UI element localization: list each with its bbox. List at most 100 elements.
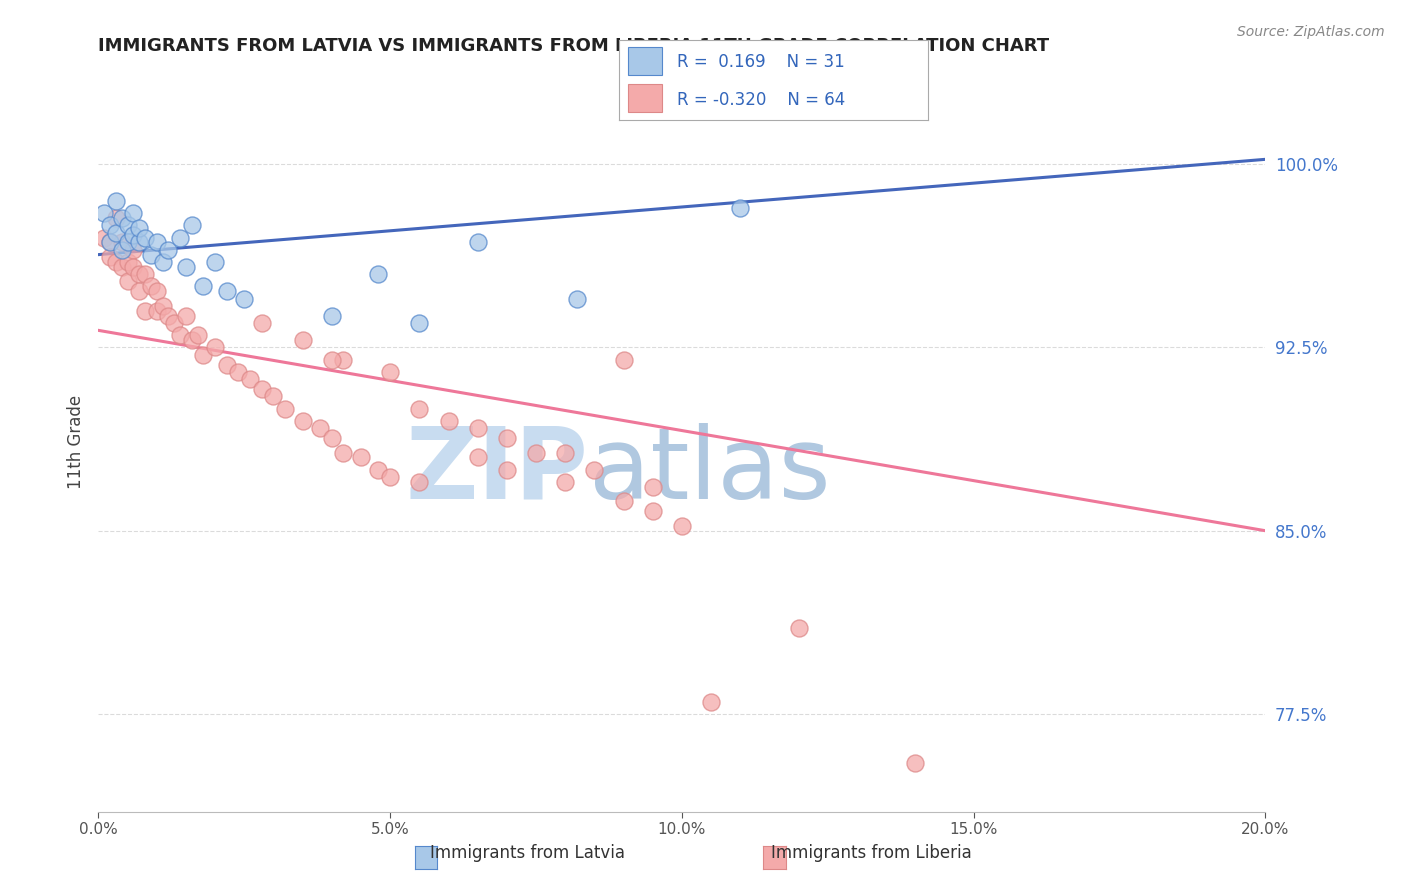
- Point: [98, 219, 121, 233]
- Point: [641, 504, 664, 518]
- Point: [700, 695, 723, 709]
- Point: [152, 299, 174, 313]
- Point: [367, 267, 389, 281]
- Point: [204, 341, 226, 355]
- Text: Immigrants from Latvia: Immigrants from Latvia: [430, 844, 624, 862]
- Point: [122, 206, 145, 220]
- Text: atlas: atlas: [589, 423, 830, 520]
- Point: [291, 414, 314, 428]
- Point: [367, 463, 389, 477]
- Point: [128, 235, 150, 250]
- Point: [128, 267, 150, 281]
- Point: [98, 235, 121, 250]
- Point: [193, 348, 215, 362]
- Point: [250, 382, 273, 396]
- Point: [215, 285, 238, 299]
- Point: [437, 414, 460, 428]
- Point: [146, 303, 169, 318]
- Point: [204, 255, 226, 269]
- Text: ZIP: ZIP: [406, 423, 589, 520]
- Point: [612, 352, 634, 367]
- Point: [180, 333, 202, 347]
- Point: [134, 303, 156, 318]
- Point: [467, 235, 489, 250]
- Point: [128, 220, 150, 235]
- Point: [98, 235, 121, 250]
- Bar: [628, 85, 662, 112]
- Point: [163, 316, 186, 330]
- Point: [554, 445, 576, 459]
- Point: [496, 463, 519, 477]
- Point: [350, 450, 373, 465]
- Point: [117, 219, 139, 233]
- Point: [496, 431, 519, 445]
- Point: [233, 292, 256, 306]
- Point: [152, 255, 174, 269]
- Point: [111, 235, 134, 250]
- Point: [583, 463, 606, 477]
- Point: [309, 421, 332, 435]
- Point: [787, 622, 810, 636]
- Point: [117, 255, 139, 269]
- Point: [139, 247, 162, 261]
- Point: [104, 255, 127, 269]
- Point: [250, 316, 273, 330]
- Y-axis label: 11th Grade: 11th Grade: [66, 394, 84, 489]
- Point: [380, 365, 402, 379]
- Point: [157, 309, 180, 323]
- Text: IMMIGRANTS FROM LATVIA VS IMMIGRANTS FROM LIBERIA 11TH GRADE CORRELATION CHART: IMMIGRANTS FROM LATVIA VS IMMIGRANTS FRO…: [98, 37, 1049, 54]
- Point: [146, 235, 169, 250]
- Point: [332, 352, 354, 367]
- Point: [408, 316, 430, 330]
- Point: [93, 206, 115, 220]
- Point: [321, 431, 343, 445]
- Point: [262, 389, 284, 403]
- Point: [408, 401, 430, 416]
- Point: [904, 756, 927, 770]
- Point: [524, 445, 547, 459]
- Point: [117, 235, 139, 250]
- Point: [274, 401, 297, 416]
- Bar: [628, 47, 662, 76]
- Point: [467, 421, 489, 435]
- Point: [321, 352, 343, 367]
- Point: [180, 219, 202, 233]
- Text: Source: ZipAtlas.com: Source: ZipAtlas.com: [1237, 25, 1385, 39]
- Point: [122, 260, 145, 274]
- Point: [730, 201, 752, 215]
- Point: [187, 328, 209, 343]
- Point: [104, 226, 127, 240]
- Point: [139, 279, 162, 293]
- Point: [239, 372, 262, 386]
- Point: [554, 475, 576, 489]
- Point: [408, 475, 430, 489]
- Point: [104, 211, 127, 225]
- Text: Immigrants from Liberia: Immigrants from Liberia: [772, 844, 972, 862]
- Point: [111, 260, 134, 274]
- Point: [134, 230, 156, 244]
- Point: [111, 211, 134, 225]
- Point: [174, 309, 197, 323]
- Point: [98, 250, 121, 264]
- Point: [193, 279, 215, 293]
- Point: [565, 292, 588, 306]
- Point: [467, 450, 489, 465]
- Point: [134, 267, 156, 281]
- Point: [122, 228, 145, 243]
- Point: [332, 445, 354, 459]
- Point: [641, 480, 664, 494]
- Point: [104, 194, 127, 208]
- Point: [128, 285, 150, 299]
- Point: [215, 358, 238, 372]
- Point: [157, 243, 180, 257]
- Text: R = -0.320    N = 64: R = -0.320 N = 64: [678, 91, 845, 109]
- Point: [146, 285, 169, 299]
- Point: [117, 275, 139, 289]
- Point: [122, 243, 145, 257]
- Point: [169, 328, 191, 343]
- Point: [228, 365, 250, 379]
- Point: [93, 230, 115, 244]
- Point: [291, 333, 314, 347]
- Point: [380, 470, 402, 484]
- Point: [174, 260, 197, 274]
